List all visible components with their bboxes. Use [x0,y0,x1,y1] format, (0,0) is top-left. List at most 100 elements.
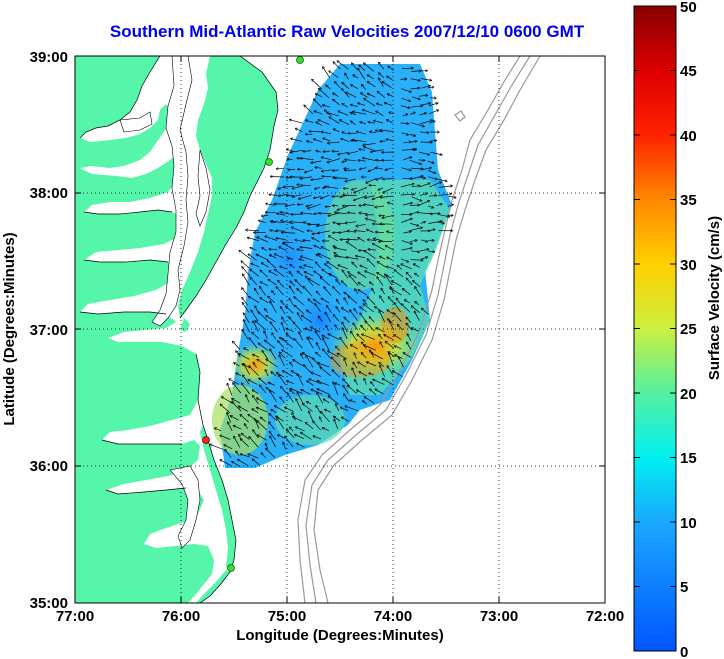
velocity-arrow [403,142,411,143]
velocity-arrow [422,308,429,315]
station-marker[interactable] [227,564,235,572]
velocity-arrow [407,273,412,278]
velocity-arrow [318,120,330,125]
y-tick-labels: 39:00 38:00 37:00 36:00 35:00 [30,49,68,612]
velocity-arrow [358,272,367,278]
velocity-arrow [281,307,286,315]
velocity-arrow [322,335,329,340]
velocity-arrow [344,359,348,367]
velocity-arrow [279,375,287,386]
velocity-arrow [400,79,407,80]
station-marker[interactable] [265,158,273,166]
velocity-arrow [290,265,296,269]
velocity-arrow [333,93,339,97]
velocity-arrow [276,287,284,296]
velocity-arrow [353,75,359,79]
velocity-arrow [272,333,277,340]
velocity-arrow [380,195,393,197]
velocity-arrow [243,320,250,333]
velocity-arrow [409,112,415,115]
velocity-arrow [428,176,436,180]
velocity-arrow [413,281,421,288]
velocity-arrow [270,322,278,333]
velocity-arrow [347,239,358,240]
velocity-arrow [345,406,359,412]
velocity-arrow [239,251,251,260]
velocity-arrow [238,459,249,467]
velocity-arrow [286,203,296,206]
velocity-arrow [395,346,402,350]
map-title: Southern Mid-Atlantic Raw Velocities 200… [109,22,585,41]
velocity-arrow [322,169,332,172]
velocity-arrow [342,83,350,90]
velocity-arrow [323,349,332,359]
velocity-arrow [401,240,413,244]
velocity-arrow [232,399,241,404]
velocity-arrow [323,67,331,79]
velocity-arrow [261,453,267,459]
velocity-arrow [401,264,412,270]
velocity-arrow [387,120,393,124]
velocity-arrow [280,397,285,404]
velocity-arrow [428,103,438,107]
velocity-arrow [447,204,453,207]
velocity-arrow [242,267,251,277]
velocity-arrow [419,132,429,133]
chesapeake-bay [119,56,211,549]
y-tick-label: 39:00 [30,49,68,66]
velocity-arrow [427,160,434,163]
velocity-arrow [340,338,349,349]
velocity-arrow [210,444,224,450]
velocity-arrow [410,260,423,261]
velocity-arrow [233,341,241,350]
velocity-arrow [231,416,239,421]
velocity-arrow [370,389,377,396]
velocity-arrow [381,289,385,295]
velocity-arrow [248,380,258,385]
velocity-arrow [301,432,312,440]
velocity-arrow [394,270,404,278]
velocity-arrow [384,335,394,340]
velocity-arrow [371,353,384,360]
velocity-arrow [419,183,429,188]
velocity-arrow [386,246,395,251]
velocity-arrow [249,437,259,448]
velocity-arrow [374,121,383,124]
velocity-arrow [295,435,305,440]
velocity-arrow [290,281,296,287]
velocity-arrow [400,105,410,108]
velocity-arrow [406,317,412,323]
velocity-arrow [389,353,394,366]
velocity-arrow [287,430,295,438]
velocity-arrow [260,287,266,296]
velocity-arrow [256,254,269,261]
station-marker-alert[interactable] [202,436,210,444]
velocity-arrow [414,264,420,268]
velocity-arrow [369,373,375,376]
velocity-arrow [241,433,250,440]
velocity-arrow [305,272,314,277]
velocity-arrow [255,321,267,331]
velocity-arrow [403,289,411,295]
velocity-arrow [337,205,349,210]
velocity-arrow [405,300,410,304]
velocity-arrow [252,332,260,339]
velocity-arrow [289,299,294,306]
velocity-arrow [279,247,287,251]
velocity-arrow [323,151,330,152]
velocity-arrow [326,326,329,331]
velocity-arrow [419,201,429,206]
station-marker[interactable] [296,56,304,64]
velocity-arrow [281,387,287,394]
velocity-arrow [383,179,395,180]
velocity-arrow [379,78,384,87]
velocity-arrow [355,289,359,295]
velocity-arrow [293,360,303,366]
velocity-arrow [270,349,277,360]
velocity-arrow [333,382,339,395]
velocity-arrow [419,103,430,106]
velocity-arrow [403,157,411,161]
velocity-arrow [243,364,251,375]
velocity-arrow [241,454,251,458]
velocity-arrow [244,313,250,324]
